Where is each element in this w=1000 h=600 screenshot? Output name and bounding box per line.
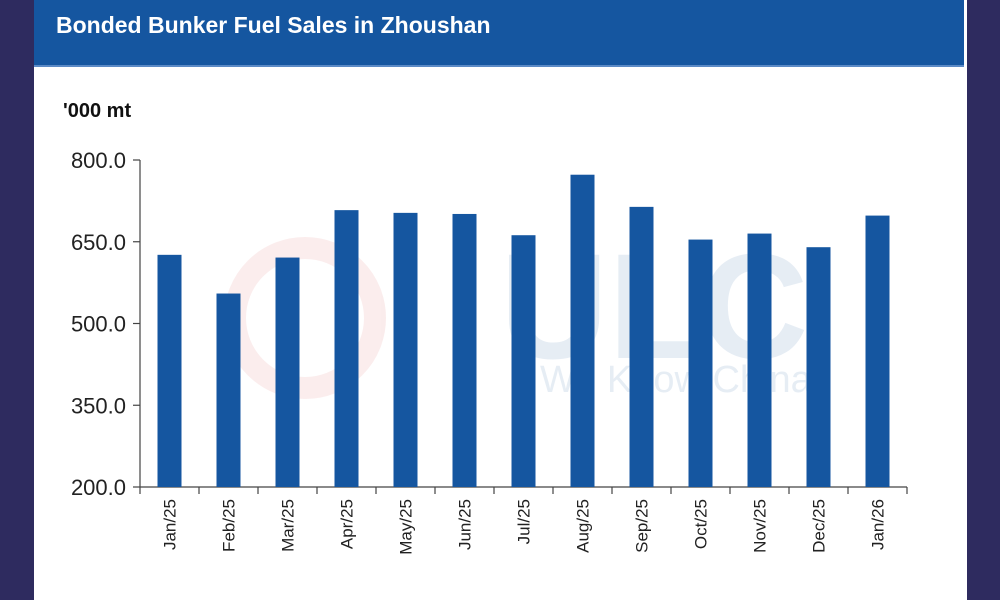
x-tick-label: Feb/25: [220, 499, 239, 552]
y-tick-label: 200.0: [71, 475, 126, 500]
bar-jun-25: [452, 213, 477, 487]
bar-may-25: [393, 212, 418, 488]
x-tick-label: Aug/25: [574, 499, 593, 553]
bar-aug-25: [570, 174, 595, 487]
x-tick-labels: Jan/25 Feb/25 Mar/25 Apr/25 May/25 Jun/25 Jul/…: [161, 499, 888, 555]
x-tick-label: Mar/25: [279, 499, 298, 552]
bar-feb-25: [216, 293, 241, 487]
bar-sep-25: [629, 206, 654, 487]
x-tick-label: Jan/26: [869, 499, 888, 550]
bar-nov-25: [747, 233, 772, 487]
title-bar: Bonded Bunker Fuel Sales in Zhoushan: [34, 0, 964, 67]
y-axis-unit-label: '000 mt: [63, 100, 132, 122]
bar-jan-26: [865, 215, 890, 487]
bar-dec-25: [806, 247, 831, 487]
chart-title: Bonded Bunker Fuel Sales in Zhoushan: [56, 12, 491, 38]
bar-oct-25: [688, 239, 713, 487]
x-tick-label: Dec/25: [810, 499, 829, 553]
y-axis: 800.0 650.0 500.0 350.0 200.0: [71, 148, 141, 500]
bar-apr-25: [334, 210, 359, 487]
x-tick-label: Jan/25: [161, 499, 180, 550]
y-tick-label: 650.0: [71, 230, 126, 255]
x-axis: [139, 486, 908, 494]
bar-jul-25: [511, 235, 536, 487]
x-tick-label: Jun/25: [456, 499, 475, 550]
y-tick-label: 350.0: [71, 393, 126, 418]
y-tick-label: 500.0: [71, 312, 126, 337]
x-tick-label: Apr/25: [338, 499, 357, 549]
x-tick-label: May/25: [397, 499, 416, 555]
bars: [157, 174, 890, 488]
bar-mar-25: [275, 257, 300, 487]
y-tick-label: 800.0: [71, 148, 126, 173]
bar-jan-25: [157, 254, 182, 487]
x-tick-label: Jul/25: [515, 499, 534, 544]
x-tick-label: Sep/25: [633, 499, 652, 553]
x-tick-label: Nov/25: [751, 499, 770, 553]
x-tick-label: Oct/25: [692, 499, 711, 549]
